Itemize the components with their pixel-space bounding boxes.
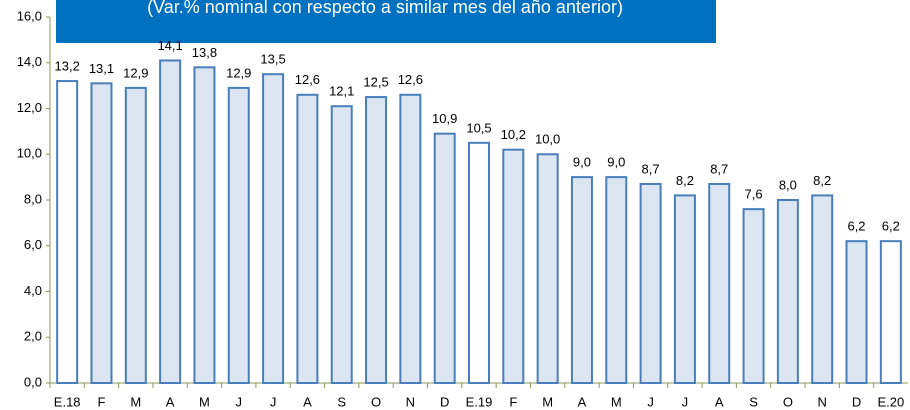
bar (262, 73, 285, 384)
x-tick-label: A (578, 394, 587, 409)
bar (673, 194, 696, 384)
value-label: 14,1 (157, 38, 182, 53)
bar (330, 105, 353, 385)
y-tick-label: 4,0 (24, 283, 42, 298)
y-tick-label: 0,0 (24, 374, 42, 389)
bar (811, 194, 834, 384)
x-tick-label: J (647, 394, 654, 409)
value-label: 8,2 (813, 173, 831, 188)
bar (124, 86, 147, 384)
value-label: 6,2 (882, 219, 900, 234)
bar (708, 182, 731, 384)
bar (879, 240, 902, 384)
x-tick-label: S (749, 394, 758, 409)
value-label: 13,8 (192, 45, 217, 60)
x-tick-label: D (852, 394, 861, 409)
x-tick-label: N (818, 394, 827, 409)
value-label: 13,2 (55, 58, 80, 73)
x-tick-label: A (715, 394, 724, 409)
x-tick-label: M (611, 394, 622, 409)
x-tick-label: O (783, 394, 793, 409)
x-tick-label: O (371, 394, 381, 409)
x-tick-label: E.18 (54, 394, 81, 409)
value-label: 12,6 (398, 72, 423, 87)
value-label: 8,0 (779, 177, 797, 192)
x-tick-label: J (682, 394, 689, 409)
x-tick-label: E.20 (877, 394, 904, 409)
y-tick-label: 16,0 (17, 8, 42, 23)
x-tick-label: A (303, 394, 312, 409)
bar (399, 93, 422, 385)
y-tick-label: 12,0 (17, 100, 42, 115)
value-label: 13,1 (89, 61, 114, 76)
bar (90, 82, 113, 385)
bar (536, 153, 559, 384)
value-label: 10,5 (466, 120, 491, 135)
bar (296, 93, 319, 385)
value-label: 13,5 (260, 52, 285, 67)
value-label: 10,2 (501, 127, 526, 142)
value-label: 12,9 (123, 65, 148, 80)
y-tick-label: 8,0 (24, 191, 42, 206)
bar (639, 182, 662, 384)
value-label: 12,5 (363, 75, 388, 90)
bar (433, 132, 456, 384)
x-tick-label: S (337, 394, 346, 409)
value-label: 8,7 (642, 161, 660, 176)
value-label: 12,9 (226, 65, 251, 80)
chart-subtitle: (Var.% nominal con respecto a similar me… (147, 0, 623, 17)
x-tick-label: J (270, 394, 277, 409)
value-label: 10,0 (535, 132, 560, 147)
bar (502, 148, 525, 384)
value-label: 8,2 (676, 173, 694, 188)
x-tick-label: E.19 (466, 394, 493, 409)
y-tick-label: 6,0 (24, 237, 42, 252)
bar (776, 199, 799, 384)
x-tick-label: J (236, 394, 243, 409)
y-tick-label: 2,0 (24, 329, 42, 344)
x-tick-label: M (130, 394, 141, 409)
bar (845, 240, 868, 384)
x-tick-label: N (406, 394, 415, 409)
bar (193, 66, 216, 384)
value-label: 9,0 (607, 155, 625, 170)
value-label: 12,6 (295, 72, 320, 87)
subtitle-banner (56, 0, 716, 43)
x-tick-label: M (542, 394, 553, 409)
bar (365, 96, 388, 384)
value-label: 9,0 (573, 155, 591, 170)
x-tick-label: F (509, 394, 517, 409)
value-label: 12,1 (329, 84, 354, 99)
value-label: 10,9 (432, 111, 457, 126)
bar (605, 176, 628, 384)
x-tick-label: D (440, 394, 449, 409)
value-label: 6,2 (847, 219, 865, 234)
bar (468, 141, 490, 384)
y-tick-label: 14,0 (17, 54, 42, 69)
bar (159, 59, 182, 385)
value-label: 8,7 (710, 161, 728, 176)
bar (742, 208, 765, 384)
bar (570, 176, 593, 384)
bar (227, 86, 250, 384)
x-tick-label: M (199, 394, 210, 409)
y-tick-label: 10,0 (17, 146, 42, 161)
bar (56, 80, 79, 385)
value-label: 7,6 (745, 187, 763, 202)
x-tick-label: F (98, 394, 106, 409)
x-tick-label: A (166, 394, 175, 409)
